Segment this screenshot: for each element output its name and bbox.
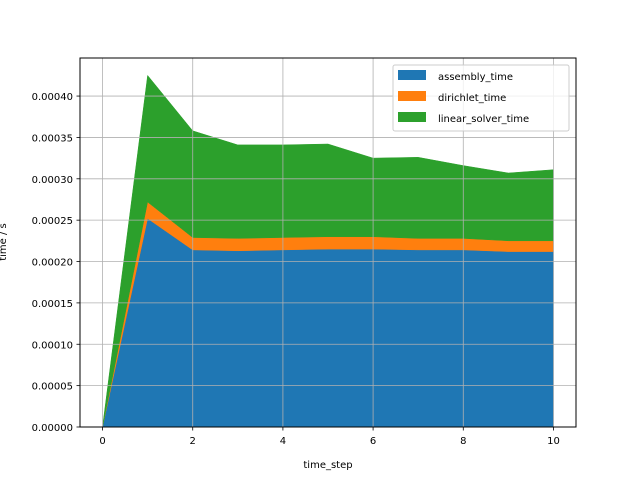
x-axis-ticks: 0 2 4 6 8 10 — [99, 427, 560, 447]
y-tick-label: 0.00015 — [32, 299, 73, 310]
x-axis-label: time_step — [303, 460, 352, 471]
legend-swatch-blue — [398, 70, 426, 80]
y-axis-ticks: 0.00000 0.00005 0.00010 0.00015 0.00020 0.000… — [32, 92, 80, 434]
y-tick-label: 0.00030 — [32, 175, 73, 186]
x-tick-label: 0 — [99, 436, 105, 447]
y-tick-label: 0.00020 — [32, 258, 73, 269]
y-tick-label: 0.00040 — [32, 92, 73, 103]
legend-label: dirichlet_time — [438, 93, 506, 104]
y-tick-label: 0.00035 — [32, 133, 73, 144]
legend: assembly_time dirichlet_time linear_solv… — [392, 64, 570, 132]
y-tick-label: 0.00000 — [32, 423, 73, 434]
legend-item-linear-solver-time: linear_solver_time — [398, 112, 529, 125]
x-tick-label: 10 — [547, 436, 560, 447]
y-tick-label: 0.00025 — [32, 216, 73, 227]
y-tick-label: 0.00005 — [32, 382, 73, 393]
legend-item-dirichlet-time: dirichlet_time — [398, 91, 506, 104]
legend-swatch-green — [398, 112, 426, 122]
x-tick-label: 4 — [280, 436, 286, 447]
x-tick-label: 2 — [190, 436, 196, 447]
legend-swatch-orange — [398, 91, 426, 101]
axes-frame — [79, 57, 577, 428]
legend-label: linear_solver_time — [438, 114, 529, 125]
legend-box — [392, 64, 570, 132]
y-axis-label: time / s — [0, 223, 9, 261]
x-tick-label: 6 — [370, 436, 376, 447]
legend-item-assembly-time: assembly_time — [398, 70, 513, 83]
y-tick-label: 0.00010 — [32, 340, 73, 351]
x-tick-label: 8 — [460, 436, 466, 447]
legend-label: assembly_time — [438, 72, 513, 83]
